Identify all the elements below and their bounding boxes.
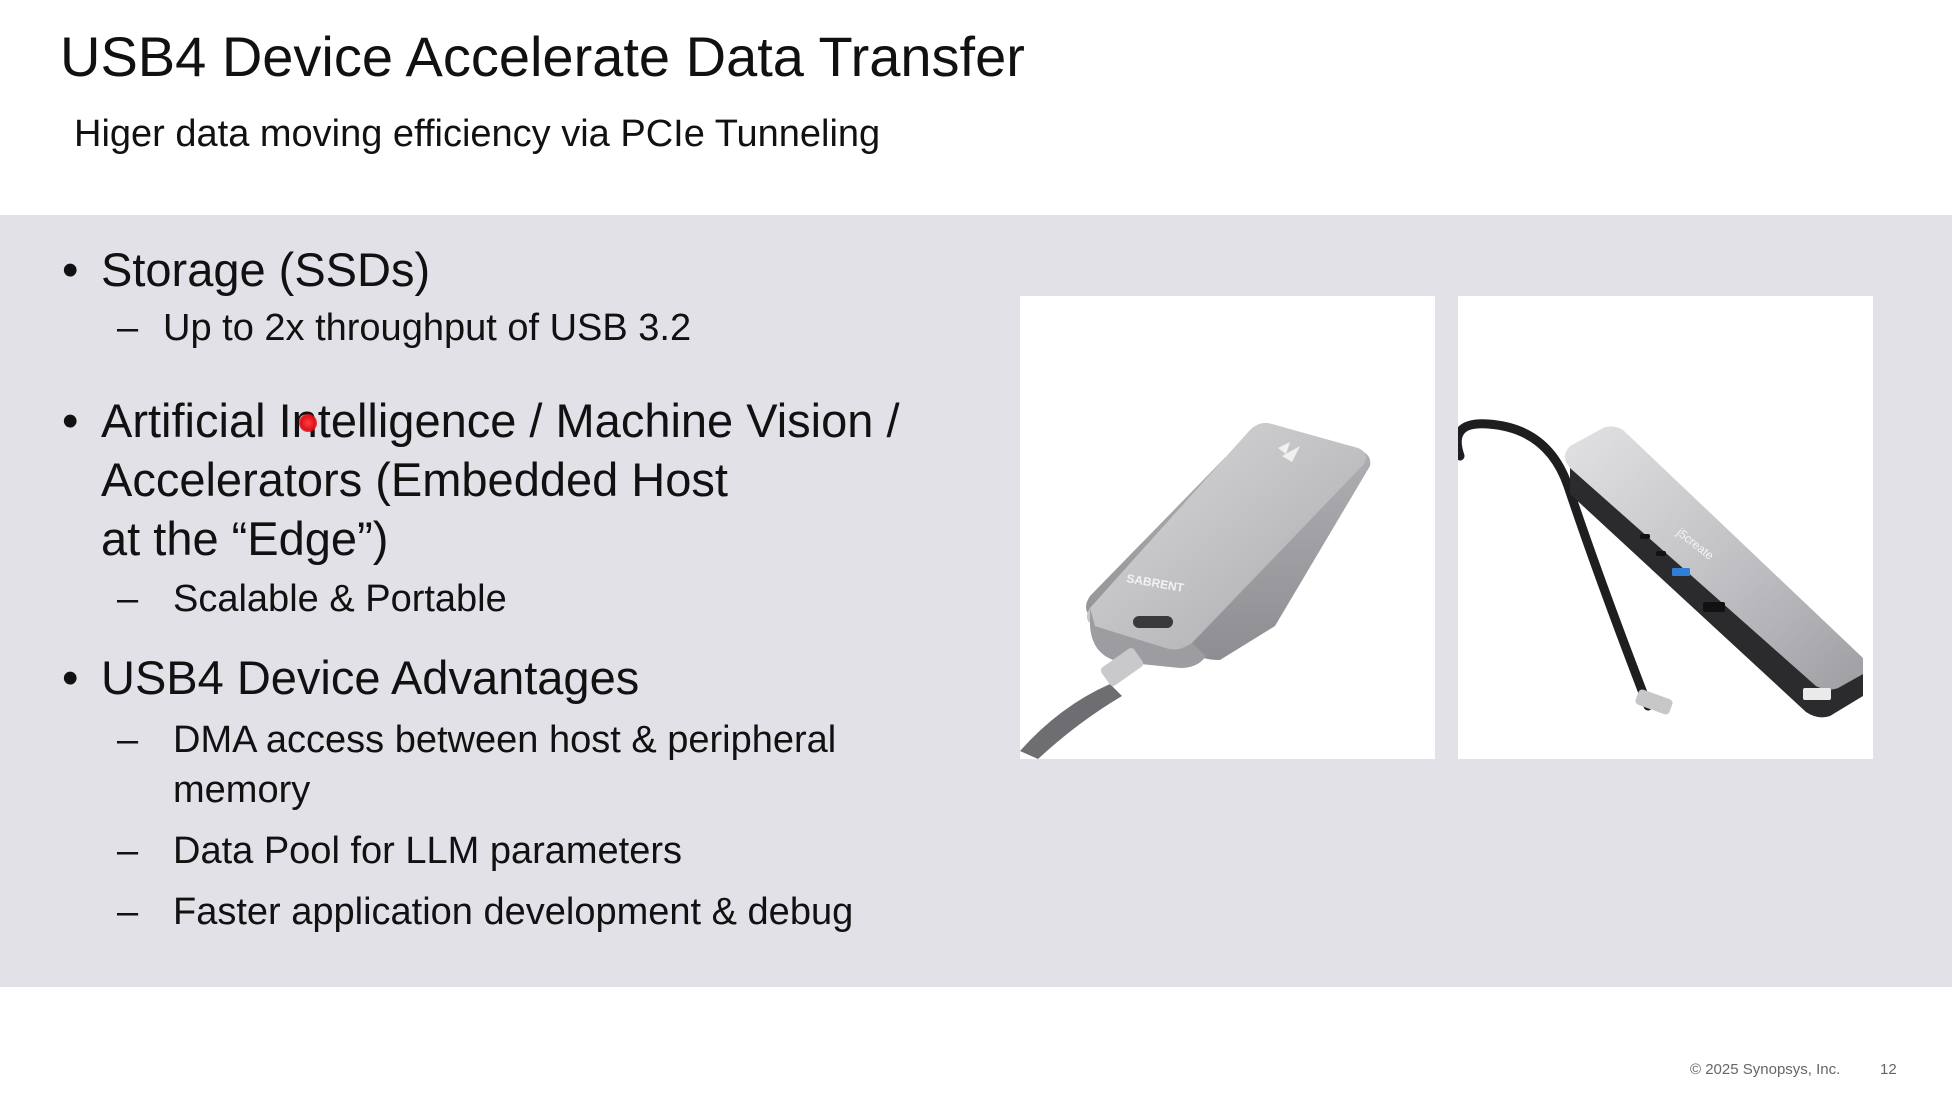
dock-body: [1565, 426, 1863, 690]
slide-title: USB4 Device Accelerate Data Transfer: [60, 25, 1025, 88]
sub-bullet-text: Data Pool for LLM parameters: [173, 830, 683, 872]
ssd-illustration: SABRENT: [1020, 422, 1371, 759]
footer-copyright: © 2025 Synopsys, Inc.: [1690, 1061, 1841, 1078]
dock-port: [1656, 551, 1666, 556]
pointer-cursor: [299, 414, 317, 432]
bullet-ai: • Artificial Intelligence / Machine Visi…: [62, 391, 982, 568]
bullet-text: USB4 Device Advantages: [101, 651, 640, 704]
ssd-enclosure-image: SABRENT: [1020, 296, 1435, 759]
bullet-text: Storage (SSDs): [101, 243, 431, 296]
bullet-marker: •: [62, 394, 79, 447]
ssd-emblem: [1278, 442, 1300, 462]
dock-illustration: j5create: [1458, 419, 1863, 718]
bullet-text-line: Artificial Intelligence / Machine Vision…: [101, 394, 900, 447]
dock-side-panel: [1570, 468, 1863, 718]
page-number: 12: [1880, 1061, 1897, 1078]
usb-c-port: [1133, 616, 1173, 628]
bullet-marker: •: [62, 243, 79, 296]
dock-cable: [1458, 419, 1653, 711]
dock-port: [1640, 534, 1650, 539]
dock-usb-c-plug: [1635, 689, 1673, 715]
dock-ethernet-port: [1803, 688, 1831, 700]
slide-subtitle: Higer data moving efficiency via PCIe Tu…: [74, 113, 881, 155]
usb-cable: [1020, 684, 1122, 759]
sub-bullet-text-line: memory: [173, 769, 311, 811]
sub-bullet-text: Scalable & Portable: [173, 578, 507, 620]
bullet-storage: • Storage (SSDs): [62, 240, 982, 299]
dash-marker: –: [117, 307, 139, 349]
bullet-text-line: at the “Edge”): [101, 512, 389, 565]
sub-bullet-text: Up to 2x throughput of USB 3.2: [163, 307, 692, 349]
bullet-text-line: Accelerators (Embedded Host: [101, 453, 728, 506]
sub-bullet-scalable: – Scalable & Portable: [117, 574, 982, 624]
usb-c-plug: [1100, 648, 1144, 686]
dash-marker: –: [117, 719, 139, 761]
ssd-body: [1086, 422, 1366, 650]
dash-marker: –: [117, 830, 139, 872]
ssd-front: [1090, 608, 1206, 668]
sub-bullet-throughput: – Up to 2x throughput of USB 3.2: [117, 303, 982, 353]
bullet-advantages: • USB4 Device Advantages: [62, 648, 982, 707]
dash-marker: –: [117, 578, 139, 620]
usb4-dock-image: j5create: [1458, 296, 1873, 759]
sub-bullet-dma: – DMA access between host & peripheral m…: [117, 715, 982, 815]
dock-usb-a-port: [1672, 568, 1690, 576]
sub-bullet-faster-dev: – Faster application development & debug: [117, 887, 982, 937]
bullet-list: • Storage (SSDs) – Up to 2x throughput o…: [62, 240, 982, 937]
dock-hdmi-port: [1703, 602, 1725, 612]
sub-bullet-text-line: DMA access between host & peripheral: [173, 719, 837, 761]
dash-marker: –: [117, 891, 139, 933]
bullet-marker: •: [62, 651, 79, 704]
sub-bullet-data-pool: – Data Pool for LLM parameters: [117, 826, 982, 876]
sub-bullet-text: Faster application development & debug: [173, 891, 854, 933]
